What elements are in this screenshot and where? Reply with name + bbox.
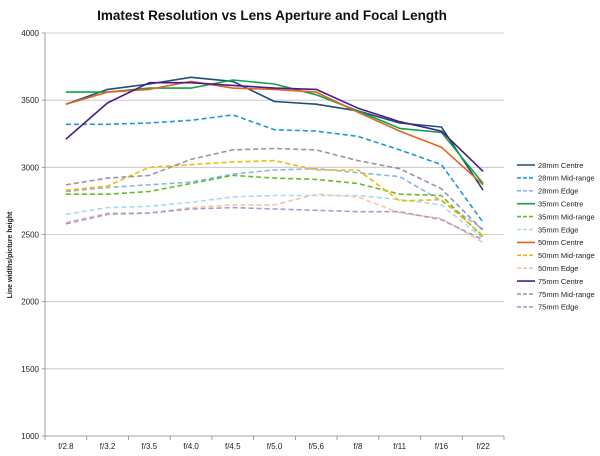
x-tick-label: f/3.2 bbox=[100, 442, 116, 451]
y-tick-label: 2000 bbox=[21, 298, 39, 307]
x-tick-label: f/3.5 bbox=[142, 442, 158, 451]
y-tick-label: 4000 bbox=[21, 29, 39, 38]
series-line-35mm-centre bbox=[65, 79, 484, 185]
legend-label: 35mm Edge bbox=[538, 225, 578, 234]
x-tick-label: f/4.0 bbox=[183, 442, 199, 451]
x-tick-label: f/8 bbox=[354, 442, 363, 451]
legend-label: 28mm Edge bbox=[538, 187, 578, 196]
legend-label: 35mm Mid-range bbox=[538, 212, 595, 221]
legend-item: 50mm Edge bbox=[517, 264, 578, 273]
series-line-50mm-edge bbox=[65, 193, 484, 244]
y-tick-label: 1000 bbox=[21, 432, 39, 441]
legend-item: 50mm Mid-range bbox=[517, 251, 595, 260]
gridlines bbox=[45, 32, 504, 370]
legend-label: 28mm Centre bbox=[538, 161, 583, 170]
series-line-28mm-edge bbox=[65, 167, 484, 230]
legend-label: 75mm Centre bbox=[538, 277, 583, 286]
legend-item: 28mm Mid-range bbox=[517, 174, 595, 183]
y-axis-label: Line widths/picture height bbox=[7, 211, 14, 298]
series-line-50mm-mid-range bbox=[65, 159, 484, 237]
x-tick-label: f/4.5 bbox=[225, 442, 241, 451]
x-tick-label: f/16 bbox=[435, 442, 449, 451]
x-tick-label: f/22 bbox=[476, 442, 490, 451]
axes: 1000 1500 2000 2500 3000 3500 4000 f/2.8 f/3.2 f/… bbox=[21, 29, 505, 451]
x-tick-label: f/5.0 bbox=[267, 442, 283, 451]
legend-item: 75mm Centre bbox=[517, 277, 583, 286]
legend-label: 50mm Centre bbox=[538, 238, 583, 247]
legend-label: 35mm Centre bbox=[538, 200, 583, 209]
x-tick-label: f/2.8 bbox=[58, 442, 74, 451]
x-tick-label: f/5.6 bbox=[308, 442, 324, 451]
legend-item: 75mm Edge bbox=[517, 303, 578, 312]
legend-label: 28mm Mid-range bbox=[538, 174, 595, 183]
series-line-75mm-centre bbox=[65, 81, 484, 172]
legend-item: 28mm Centre bbox=[517, 161, 583, 170]
legend-label: 75mm Edge bbox=[538, 303, 578, 312]
series-line-75mm-mid-range bbox=[65, 147, 484, 232]
legend-item: 35mm Centre bbox=[517, 200, 583, 209]
series-line-28mm-mid-range bbox=[65, 114, 484, 223]
legend-item: 28mm Edge bbox=[517, 187, 578, 196]
legend-item: 35mm Mid-range bbox=[517, 212, 595, 221]
legend-label: 50mm Edge bbox=[538, 264, 578, 273]
y-tick-label: 3500 bbox=[21, 96, 39, 105]
chart-title: Imatest Resolution vs Lens Aperture and … bbox=[97, 8, 447, 23]
y-tick-label: 3000 bbox=[21, 163, 39, 172]
y-tick-label: 2500 bbox=[21, 231, 39, 240]
series-line-75mm-edge bbox=[65, 206, 484, 241]
series-line-35mm-mid-range bbox=[65, 174, 484, 238]
legend-item: 50mm Centre bbox=[517, 238, 583, 247]
legend-label: 50mm Mid-range bbox=[538, 251, 595, 260]
y-tick-label: 1500 bbox=[21, 365, 39, 374]
legend-item: 35mm Edge bbox=[517, 225, 578, 234]
legend: 28mm Centre 28mm Mid-range 28mm Edge 35mm C… bbox=[517, 161, 595, 312]
series-lines bbox=[65, 76, 484, 244]
legend-item: 75mm Mid-range bbox=[517, 290, 595, 299]
legend-label: 75mm Mid-range bbox=[538, 290, 595, 299]
series-line-35mm-edge bbox=[65, 194, 484, 240]
x-tick-label: f/11 bbox=[393, 442, 406, 451]
series-line-28mm-centre bbox=[65, 76, 484, 191]
